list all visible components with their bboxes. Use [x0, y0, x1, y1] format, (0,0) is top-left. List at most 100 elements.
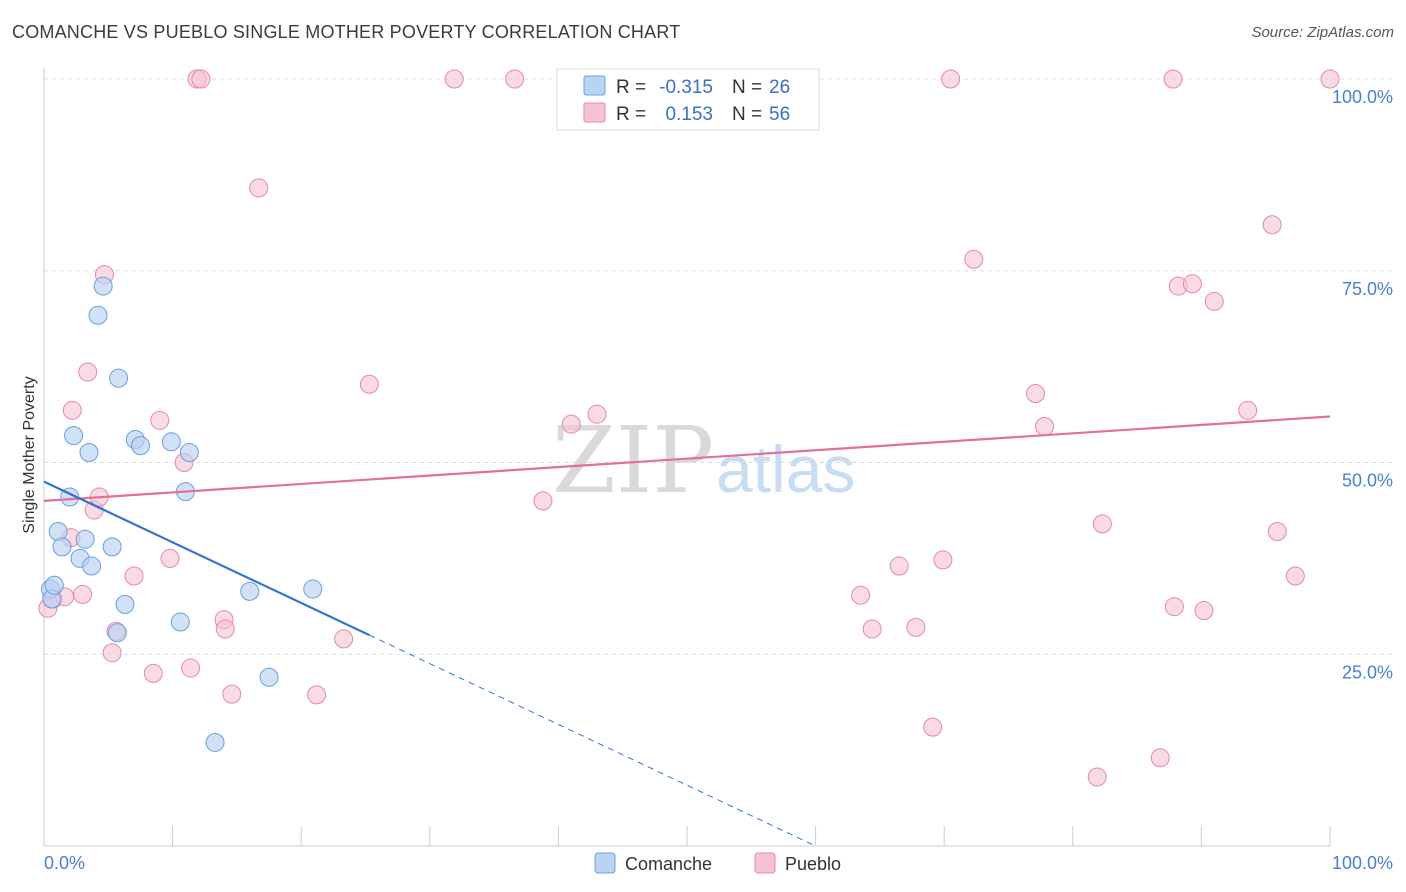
legend-r-value-pueblo: 0.153 [665, 104, 713, 125]
pueblo-point [359, 374, 379, 394]
pueblo-point [191, 69, 211, 89]
pueblo-point [143, 663, 163, 683]
pueblo-point [1320, 69, 1340, 89]
comanche-point [102, 537, 122, 557]
pueblo-point [851, 585, 871, 605]
comanche-point [130, 436, 150, 456]
chart-source: Source: ZipAtlas.com [1251, 24, 1394, 41]
pueblo-point [1163, 69, 1183, 89]
comanche-point [205, 732, 225, 752]
comanche-trend-line [43, 480, 370, 637]
pueblo-point [1238, 400, 1258, 420]
pueblo-point [1026, 383, 1046, 403]
pueblo-point [73, 584, 93, 604]
comanche-point [52, 537, 72, 557]
pueblo-point [561, 414, 581, 434]
comanche-point [93, 276, 113, 296]
pueblo-point [1150, 748, 1170, 768]
axes [43, 68, 1331, 847]
watermark: ZIP atlas [552, 407, 855, 514]
pueblo-point [1164, 597, 1184, 617]
y-tick-label: 25.0% [1342, 662, 1393, 682]
series-legend-swatch-pueblo [754, 852, 776, 874]
pueblo-point [222, 684, 242, 704]
series-legend-swatch-comanche [594, 852, 616, 874]
legend-r-value-comanche: -0.315 [659, 77, 713, 98]
comanche-point [240, 581, 260, 601]
y-axis-title: Single Mother Poverty [21, 376, 38, 533]
legend-swatch-pueblo [583, 102, 606, 123]
comanche-point [82, 556, 102, 576]
pueblo-point [1092, 514, 1112, 534]
legend-n-label-comanche: N = [732, 77, 762, 98]
pueblo-points [38, 69, 1340, 787]
pueblo-point [1267, 522, 1287, 542]
pueblo-point [1035, 416, 1055, 436]
pueblo-point [78, 362, 98, 382]
legend-r-label-pueblo: R = [616, 104, 646, 125]
comanche-points [40, 276, 323, 752]
pueblo-point [444, 69, 464, 89]
comanche-point [79, 443, 99, 463]
pueblo-point [587, 404, 607, 424]
y-tick-label: 100.0% [1332, 87, 1393, 107]
comanche-point [179, 443, 199, 463]
legend-n-value-pueblo: 56 [769, 104, 790, 125]
pueblo-point [1182, 274, 1202, 294]
legend-n-label-pueblo: N = [732, 104, 762, 125]
series-legend-label-comanche: Comanche [625, 854, 712, 874]
chart-title: COMANCHE VS PUEBLO SINGLE MOTHER POVERTY… [12, 22, 681, 42]
series-legend: Comanche Pueblo [594, 852, 841, 874]
series-legend-label-pueblo: Pueblo [785, 854, 841, 874]
comanche-point [259, 667, 279, 687]
legend-n-value-comanche: 26 [769, 77, 790, 98]
pueblo-point [1194, 601, 1214, 621]
pueblo-point [62, 400, 82, 420]
x-tick-label-min: 0.0% [44, 853, 85, 873]
legend-r-label-comanche: R = [616, 77, 646, 98]
pueblo-point [505, 69, 525, 89]
pueblo-point [1087, 767, 1107, 787]
pueblo-point [964, 249, 984, 269]
y-tick-label: 50.0% [1342, 471, 1393, 491]
pueblo-point [1204, 291, 1224, 311]
correlation-legend: R = -0.315 N = 26 R = 0.153 N = 56 [556, 68, 820, 131]
gridlines [44, 78, 1392, 655]
comanche-point [109, 368, 129, 388]
comanche-point [303, 579, 323, 599]
comanche-point [161, 432, 181, 452]
pueblo-point [533, 491, 553, 511]
pueblo-point [334, 629, 354, 649]
comanche-trend-extension [369, 634, 816, 847]
pueblo-point [1285, 566, 1305, 586]
pueblo-point [889, 556, 909, 576]
pueblo-point [923, 717, 943, 737]
trend-lines [43, 415, 1331, 847]
pueblo-point [941, 69, 961, 89]
pueblo-point [181, 658, 201, 678]
comanche-point [88, 305, 108, 325]
pueblo-point [1262, 215, 1282, 235]
legend-swatch-comanche [583, 75, 606, 96]
pueblo-point [160, 548, 180, 568]
y-tick-labels: 25.0% 50.0% 75.0% 100.0% [1332, 87, 1393, 682]
pueblo-point [150, 410, 170, 430]
x-tick-labels: 0.0% 100.0% [44, 853, 1393, 873]
pueblo-point [102, 643, 122, 663]
comanche-point [64, 426, 84, 446]
x-tick-label-max: 100.0% [1332, 853, 1393, 873]
pueblo-point [862, 619, 882, 639]
comanche-point [107, 623, 127, 643]
pueblo-point [307, 685, 327, 705]
comanche-point [170, 612, 190, 632]
comanche-point [75, 529, 95, 549]
pueblo-point [124, 566, 144, 586]
y-tick-label: 75.0% [1342, 279, 1393, 299]
pueblo-point [933, 550, 953, 570]
pueblo-point [906, 617, 926, 637]
comanche-point [44, 575, 64, 595]
watermark-atlas: atlas [716, 432, 855, 506]
pueblo-point [215, 619, 235, 639]
pueblo-trend-line [43, 415, 1331, 502]
